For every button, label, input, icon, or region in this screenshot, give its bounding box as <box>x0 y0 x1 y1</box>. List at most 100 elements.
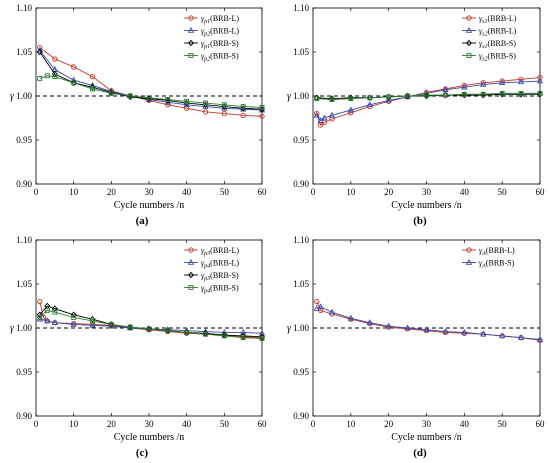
chart-panel-3: 0 10 20 30 40 50 60 0.90 0.95 1.00 1.05 1.10 Cycle n… <box>10 235 267 459</box>
y-tick-label: 1.05 <box>16 279 32 289</box>
data-point <box>202 109 209 115</box>
data-point <box>52 309 58 315</box>
data-point <box>108 90 114 96</box>
legend-marker <box>466 53 472 58</box>
x-tick-label: 20 <box>384 419 394 429</box>
chart-panel-2: 0 10 20 30 40 50 60 0.90 0.95 1.00 1.05 1.10 Cycle n… <box>287 3 545 227</box>
y-axis-label: γ <box>10 91 15 102</box>
series-line <box>316 80 541 122</box>
data-point <box>127 324 133 330</box>
legend: γp1(BRB-L) γp2(BRB-L)γp1(BRB-S) γp2(BRB-S) <box>184 14 239 63</box>
legend-item: γp3(BRB-L) <box>184 246 239 257</box>
data-point <box>184 98 190 104</box>
data-point <box>108 322 114 327</box>
y-tick-label: 1.05 <box>293 279 309 289</box>
legend-item: γp3(BRB-S) <box>184 271 239 282</box>
legend-item: γs2(BRB-S) <box>462 52 516 63</box>
x-tick-label: 60 <box>536 419 546 429</box>
data-point <box>259 336 265 342</box>
legend-marker <box>188 247 194 253</box>
x-tick-label: 10 <box>69 187 79 197</box>
data-point <box>89 321 96 328</box>
data-point <box>518 90 524 96</box>
data-point <box>127 93 133 99</box>
y-tick-label: 1.00 <box>16 323 32 333</box>
y-tick-label: 0.95 <box>16 135 32 145</box>
legend-label: γp2(BRB-S) <box>201 52 239 63</box>
data-point <box>165 328 171 334</box>
data-point <box>240 104 246 110</box>
x-axis-label: Cycle numbers /n <box>391 200 462 211</box>
data-point <box>442 86 449 93</box>
x-tick-label: 30 <box>422 419 432 429</box>
y-axis-label: γ <box>10 323 15 334</box>
legend-item: γs2(BRB-L) <box>462 27 517 38</box>
series-1 <box>314 74 543 128</box>
series-1 <box>37 44 265 119</box>
data-point <box>36 48 43 56</box>
data-point <box>317 303 324 310</box>
data-point <box>240 112 246 119</box>
data-point <box>499 79 506 86</box>
x-tick-label: 20 <box>107 187 117 197</box>
series-line <box>316 92 540 100</box>
panel-letter: (d) <box>413 447 427 459</box>
legend-item: γp1(BRB-L) <box>184 14 239 25</box>
x-tick-label: 0 <box>34 419 39 429</box>
series-2 <box>313 77 544 123</box>
legend-label: γp1(BRB-S) <box>201 39 239 50</box>
data-point <box>71 64 77 70</box>
x-tick-label: 40 <box>182 419 192 429</box>
data-point <box>259 113 265 119</box>
data-point <box>314 96 320 102</box>
legend-marker <box>465 39 473 47</box>
data-point <box>442 92 448 98</box>
data-point <box>89 73 96 80</box>
legend-marker <box>188 53 194 58</box>
data-point <box>37 75 43 81</box>
legend-marker <box>187 26 195 33</box>
data-point <box>480 330 487 337</box>
x-tick-label: 60 <box>536 187 546 197</box>
data-point <box>499 90 505 96</box>
x-tick-label: 30 <box>145 187 155 197</box>
series-3 <box>36 302 266 341</box>
data-point <box>314 298 320 305</box>
data-point <box>461 91 467 97</box>
data-point <box>499 332 506 339</box>
y-tick-label: 1.00 <box>293 91 309 101</box>
data-point <box>405 93 411 99</box>
y-tick-label: 0.90 <box>293 179 309 189</box>
x-tick-label: 20 <box>384 187 394 197</box>
data-point <box>517 78 525 85</box>
data-point <box>44 73 50 79</box>
data-point <box>536 335 544 342</box>
legend-item: γA(BRB-S) <box>462 259 515 270</box>
data-point <box>347 106 354 113</box>
data-point <box>71 314 77 320</box>
x-tick-label: 0 <box>34 187 39 197</box>
data-point <box>240 328 247 335</box>
legend-item: γp2(BRB-S) <box>184 52 239 63</box>
series-line <box>316 77 541 126</box>
legend-marker <box>466 15 472 21</box>
legend-marker <box>465 258 473 265</box>
y-tick-label: 0.95 <box>16 367 32 377</box>
y-tick-label: 0.95 <box>293 367 309 377</box>
data-point <box>537 90 543 96</box>
legend-label: γs2(BRB-S) <box>479 52 516 63</box>
data-point <box>517 334 525 340</box>
legend-item: γp4(BRB-S) <box>184 284 239 295</box>
data-point <box>70 76 77 83</box>
y-tick-label: 1.10 <box>293 3 309 13</box>
data-point <box>37 314 43 320</box>
data-point <box>44 317 51 324</box>
data-point <box>259 104 265 110</box>
legend-marker <box>187 271 195 279</box>
data-point <box>404 324 411 331</box>
series-4 <box>314 90 543 102</box>
data-point <box>423 326 430 333</box>
data-point <box>366 101 373 108</box>
data-point <box>385 322 392 329</box>
